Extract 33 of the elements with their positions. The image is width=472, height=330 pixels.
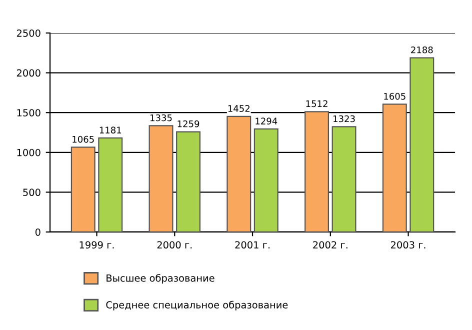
- bar: [98, 137, 123, 232]
- bar: [254, 128, 278, 232]
- y-tick-label: 500: [23, 188, 40, 196]
- data-label: 1065: [72, 136, 94, 143]
- y-tick-label: 2500: [16, 29, 40, 37]
- legend-label: Среднее специальное образование: [106, 300, 288, 310]
- bar: [410, 57, 434, 232]
- y-tick-label: 1000: [17, 148, 40, 156]
- y-tick-label: 1500: [17, 109, 40, 116]
- bar: [332, 126, 356, 232]
- x-tick-label: 2003 г.: [390, 241, 426, 249]
- data-label: 1181: [100, 126, 122, 134]
- data-label: 1335: [150, 114, 172, 122]
- bar: [304, 111, 330, 232]
- legend-label: Высшее образование: [106, 274, 214, 284]
- x-tick-label: 1999 г.: [80, 241, 114, 249]
- data-label: 1294: [256, 118, 278, 124]
- x-tick-label: 2001 г.: [235, 241, 270, 249]
- x-tick-label: 2002 г.: [313, 241, 348, 249]
- data-label: 2188: [411, 46, 433, 54]
- bar: [148, 125, 174, 232]
- x-tick-label: 2000 г.: [157, 241, 192, 249]
- y-tick-label: 0: [35, 228, 40, 236]
- bar: [70, 146, 96, 232]
- data-label: 1605: [384, 92, 406, 100]
- data-label: 1323: [334, 115, 355, 122]
- data-label: 1259: [178, 120, 200, 128]
- bar: [382, 104, 407, 232]
- y-tick-label: 2000: [16, 69, 40, 77]
- data-label: 1452: [228, 105, 250, 112]
- bar: [176, 131, 201, 232]
- data-label: 1512: [306, 100, 328, 108]
- bar: [226, 116, 252, 232]
